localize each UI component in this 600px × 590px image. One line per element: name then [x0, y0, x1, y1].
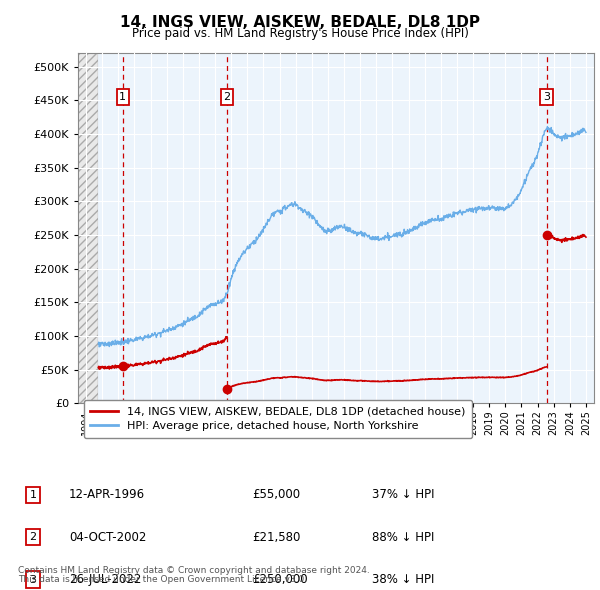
Text: £55,000: £55,000	[252, 488, 300, 501]
Bar	[78, 53, 98, 403]
Text: 12-APR-1996: 12-APR-1996	[69, 488, 145, 501]
Text: Price paid vs. HM Land Registry's House Price Index (HPI): Price paid vs. HM Land Registry's House …	[131, 27, 469, 40]
Text: £250,000: £250,000	[252, 573, 308, 586]
Text: £21,580: £21,580	[252, 530, 301, 543]
Text: 2: 2	[224, 92, 231, 102]
Text: 38% ↓ HPI: 38% ↓ HPI	[372, 573, 434, 586]
Text: 37% ↓ HPI: 37% ↓ HPI	[372, 488, 434, 501]
Text: 04-OCT-2002: 04-OCT-2002	[69, 530, 146, 543]
Text: This data is licensed under the Open Government Licence v3.0.: This data is licensed under the Open Gov…	[18, 575, 307, 584]
Text: 26-JUL-2022: 26-JUL-2022	[69, 573, 142, 586]
Text: 1: 1	[119, 92, 127, 102]
Text: 1: 1	[29, 490, 37, 500]
Bar	[98, 53, 594, 403]
Text: 14, INGS VIEW, AISKEW, BEDALE, DL8 1DP: 14, INGS VIEW, AISKEW, BEDALE, DL8 1DP	[120, 15, 480, 30]
Bar	[78, 53, 98, 403]
Text: 88% ↓ HPI: 88% ↓ HPI	[372, 530, 434, 543]
Text: 3: 3	[543, 92, 550, 102]
Text: Contains HM Land Registry data © Crown copyright and database right 2024.: Contains HM Land Registry data © Crown c…	[18, 566, 370, 575]
Text: 3: 3	[29, 575, 37, 585]
Text: 2: 2	[29, 532, 37, 542]
Legend: 14, INGS VIEW, AISKEW, BEDALE, DL8 1DP (detached house), HPI: Average price, det: 14, INGS VIEW, AISKEW, BEDALE, DL8 1DP (…	[83, 400, 472, 438]
